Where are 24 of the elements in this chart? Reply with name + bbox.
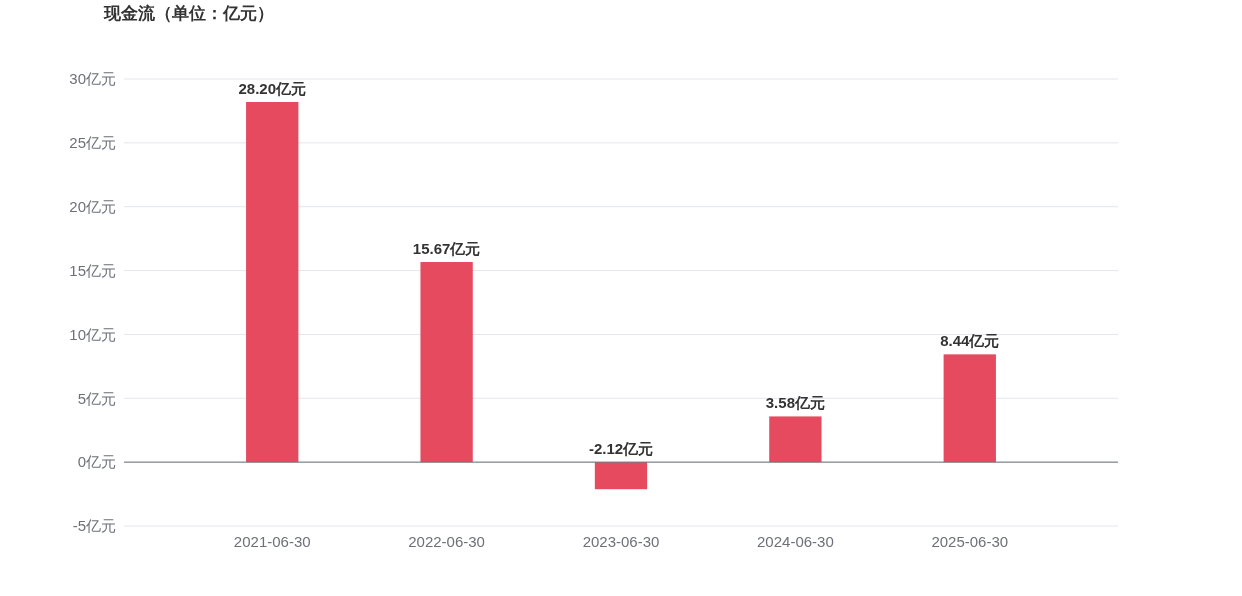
bar	[769, 416, 822, 463]
bar	[420, 262, 473, 463]
x-tick-label: 2024-06-30	[757, 533, 834, 550]
bar	[943, 354, 996, 463]
data-label: 28.20亿元	[238, 79, 306, 97]
bar	[594, 462, 648, 490]
x-tick-label: 2023-06-30	[582, 533, 660, 550]
y-tick-label: 0亿元	[77, 453, 116, 471]
y-tick-label: 5亿元	[77, 389, 116, 407]
data-label: -2.12亿元	[588, 440, 654, 458]
y-tick-label: 25亿元	[69, 134, 116, 152]
y-tick-label: 15亿元	[69, 261, 116, 279]
data-label: 8.44亿元	[940, 332, 1000, 350]
y-tick-label: 10亿元	[69, 325, 116, 343]
bar	[246, 101, 299, 463]
x-tick-label: 2022-06-30	[408, 533, 485, 550]
y-tick-label: -5亿元	[72, 517, 116, 535]
data-label: 3.58亿元	[765, 394, 825, 412]
chart-title: 现金流（单位：亿元）	[103, 4, 274, 23]
x-tick-label: 2021-06-30	[233, 533, 311, 550]
y-tick-label: 20亿元	[69, 197, 116, 215]
data-label: 15.67亿元	[412, 240, 481, 258]
x-tick-label: 2025-06-30	[931, 533, 1009, 550]
y-tick-label: 30亿元	[69, 70, 116, 88]
